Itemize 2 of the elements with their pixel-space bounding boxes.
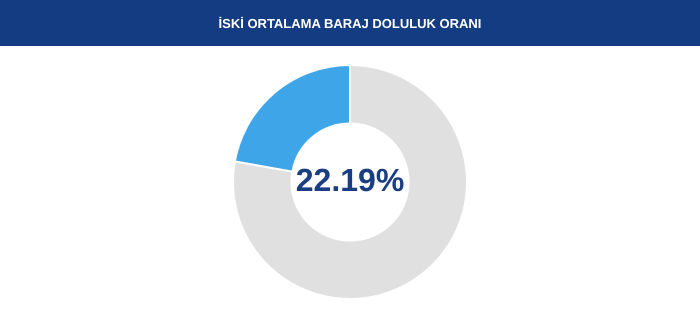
chart-title: İSKİ ORTALAMA BARAJ DOLULUK ORANI: [0, 0, 700, 46]
text: 22.19%: [296, 162, 404, 198]
